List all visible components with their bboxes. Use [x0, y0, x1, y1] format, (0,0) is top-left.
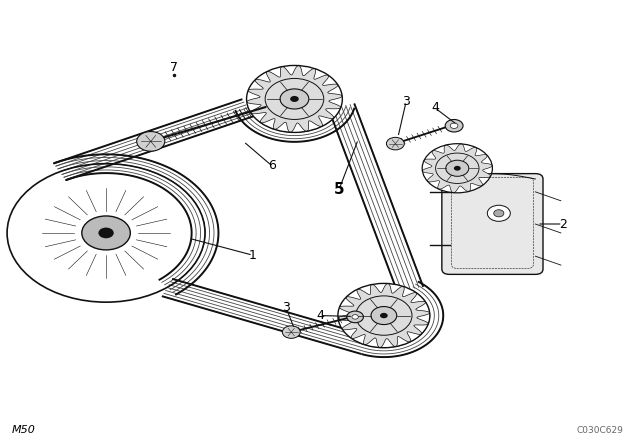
Text: 3: 3: [282, 302, 290, 314]
Circle shape: [15, 169, 197, 297]
Circle shape: [451, 123, 458, 129]
Circle shape: [280, 89, 309, 109]
Text: 2: 2: [559, 217, 566, 231]
Circle shape: [422, 144, 492, 193]
Circle shape: [99, 228, 114, 238]
Text: 7: 7: [170, 61, 179, 74]
Text: M50: M50: [12, 425, 36, 435]
Text: 1: 1: [249, 249, 257, 262]
FancyBboxPatch shape: [442, 174, 543, 274]
Text: C030C629: C030C629: [577, 426, 623, 435]
Polygon shape: [338, 284, 429, 348]
Circle shape: [446, 160, 468, 177]
Circle shape: [82, 216, 131, 250]
Circle shape: [380, 313, 388, 318]
Circle shape: [338, 284, 430, 348]
Polygon shape: [247, 65, 342, 132]
Circle shape: [487, 205, 510, 221]
Text: 6: 6: [268, 159, 276, 172]
Circle shape: [246, 65, 342, 133]
Text: 3: 3: [403, 95, 410, 108]
Circle shape: [371, 306, 397, 324]
Text: 5: 5: [334, 182, 344, 197]
Circle shape: [290, 96, 299, 102]
Circle shape: [347, 311, 364, 323]
Circle shape: [387, 138, 404, 150]
Text: 4: 4: [431, 101, 439, 114]
Text: 4: 4: [316, 309, 324, 322]
Circle shape: [493, 210, 504, 217]
Circle shape: [137, 132, 165, 151]
Circle shape: [445, 120, 463, 132]
Circle shape: [454, 166, 461, 171]
Polygon shape: [422, 144, 492, 193]
Circle shape: [282, 326, 300, 338]
Circle shape: [352, 314, 358, 319]
